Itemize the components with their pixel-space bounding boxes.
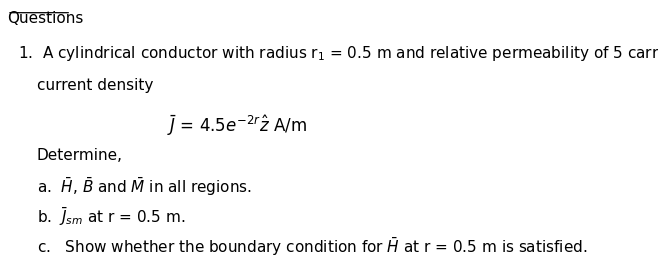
Text: $\bar{J}$ = 4.5$e^{-2r}$$\hat{z}$ A/m: $\bar{J}$ = 4.5$e^{-2r}$$\hat{z}$ A/m xyxy=(167,113,307,138)
Text: b.  $\bar{J}_{sm}$ at r = 0.5 m.: b. $\bar{J}_{sm}$ at r = 0.5 m. xyxy=(37,206,185,228)
Text: Determine,: Determine, xyxy=(37,148,123,163)
Text: Questions: Questions xyxy=(7,11,84,27)
Text: a.  $\bar{H}$, $\bar{B}$ and $\bar{M}$ in all regions.: a. $\bar{H}$, $\bar{B}$ and $\bar{M}$ in… xyxy=(37,176,252,198)
Text: 1.  A cylindrical conductor with radius r$_1$ = 0.5 m and relative permeability : 1. A cylindrical conductor with radius r… xyxy=(18,44,658,63)
Text: current density: current density xyxy=(37,78,153,93)
Text: c.   Show whether the boundary condition for $\bar{H}$ at r = 0.5 m is satisfied: c. Show whether the boundary condition f… xyxy=(37,236,587,259)
